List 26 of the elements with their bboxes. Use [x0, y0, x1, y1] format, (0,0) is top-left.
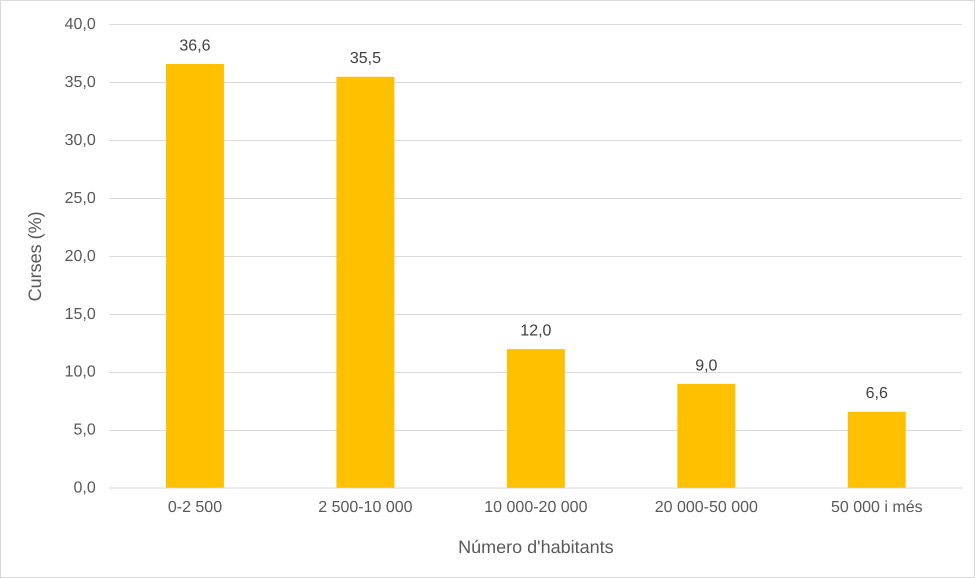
x-tick-label: 10 000-20 000	[484, 499, 588, 516]
x-tick-label: 50 000 i més	[830, 499, 923, 516]
bar	[506, 349, 565, 488]
data-label: 6,6	[866, 385, 888, 402]
y-tick-label: 5,0	[73, 422, 96, 439]
x-tick-label: 2 500-10 000	[318, 499, 413, 516]
y-tick-label: 10,0	[64, 364, 96, 381]
data-label: 35,5	[350, 50, 382, 68]
bar	[336, 76, 394, 488]
data-label: 9,0	[695, 357, 718, 374]
y-tick-label: 0,0	[73, 480, 96, 497]
bar	[848, 412, 906, 488]
y-tick-label: 15,0	[64, 306, 96, 323]
x-axis-title: Número d'habitants	[458, 537, 614, 558]
y-tick-label: 35,0	[64, 74, 96, 91]
data-label: 36,6	[179, 37, 211, 54]
y-tick-label: 40,0	[64, 16, 96, 34]
x-tick-label: 20 000-50 000	[654, 499, 758, 516]
x-tick-label: 0-2 500	[168, 499, 222, 516]
data-label: 12,0	[520, 322, 552, 340]
y-tick-label: 25,0	[64, 190, 96, 207]
bar	[677, 384, 736, 488]
bar	[166, 64, 224, 488]
y-axis-title: Curses (%)	[24, 211, 45, 302]
y-tick-label: 20,0	[64, 248, 96, 265]
y-tick-label: 30,0	[64, 132, 96, 149]
